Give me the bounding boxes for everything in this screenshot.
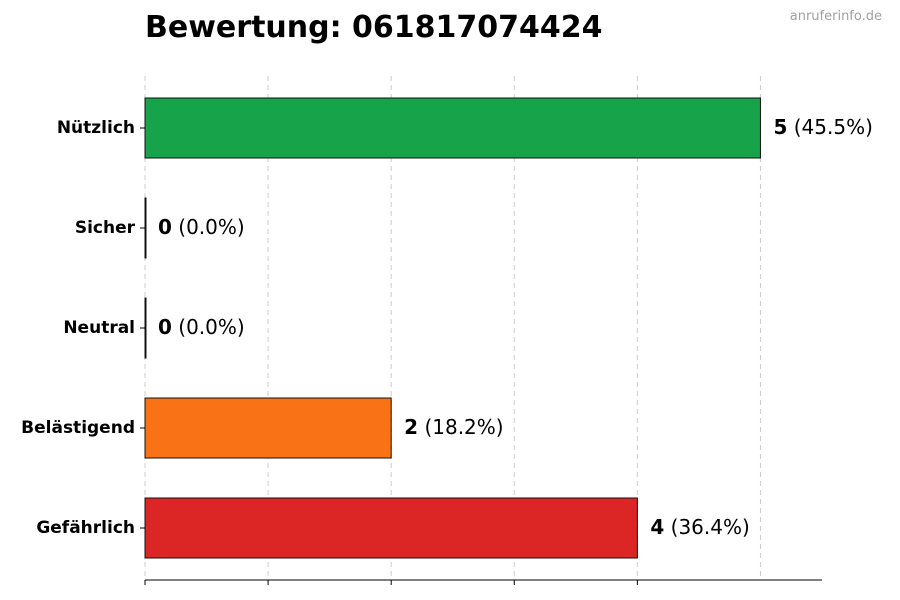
data-label-count: 5: [773, 115, 787, 139]
y-tick-label: Neutral: [63, 318, 135, 338]
bar: [144, 297, 147, 359]
data-label-percent: (36.4%): [664, 515, 750, 539]
bar: [144, 97, 761, 159]
data-label: 0 (0.0%): [158, 315, 245, 339]
watermark: anruferinfo.de: [789, 9, 882, 24]
y-tick-label: Gefährlich: [36, 518, 135, 538]
bar: [144, 197, 147, 259]
bar: [144, 497, 638, 559]
data-label-count: 4: [650, 515, 664, 539]
y-tick-label: Nützlich: [57, 118, 135, 138]
data-label: 5 (45.5%): [773, 115, 872, 139]
data-label-percent: (45.5%): [787, 115, 873, 139]
data-label-percent: (18.2%): [418, 415, 504, 439]
data-label: 0 (0.0%): [158, 215, 245, 239]
y-tick-label: Sicher: [75, 218, 136, 238]
data-label-count: 0: [158, 215, 172, 239]
data-label: 4 (36.4%): [650, 515, 749, 539]
data-label-count: 0: [158, 315, 172, 339]
chart-title: Bewertung: 061817074424: [145, 10, 603, 45]
y-tick-label: Belästigend: [21, 418, 135, 438]
data-label-percent: (0.0%): [172, 215, 245, 239]
data-label: 2 (18.2%): [404, 415, 503, 439]
bar: [144, 397, 392, 459]
data-label-count: 2: [404, 415, 418, 439]
data-label-percent: (0.0%): [172, 315, 245, 339]
